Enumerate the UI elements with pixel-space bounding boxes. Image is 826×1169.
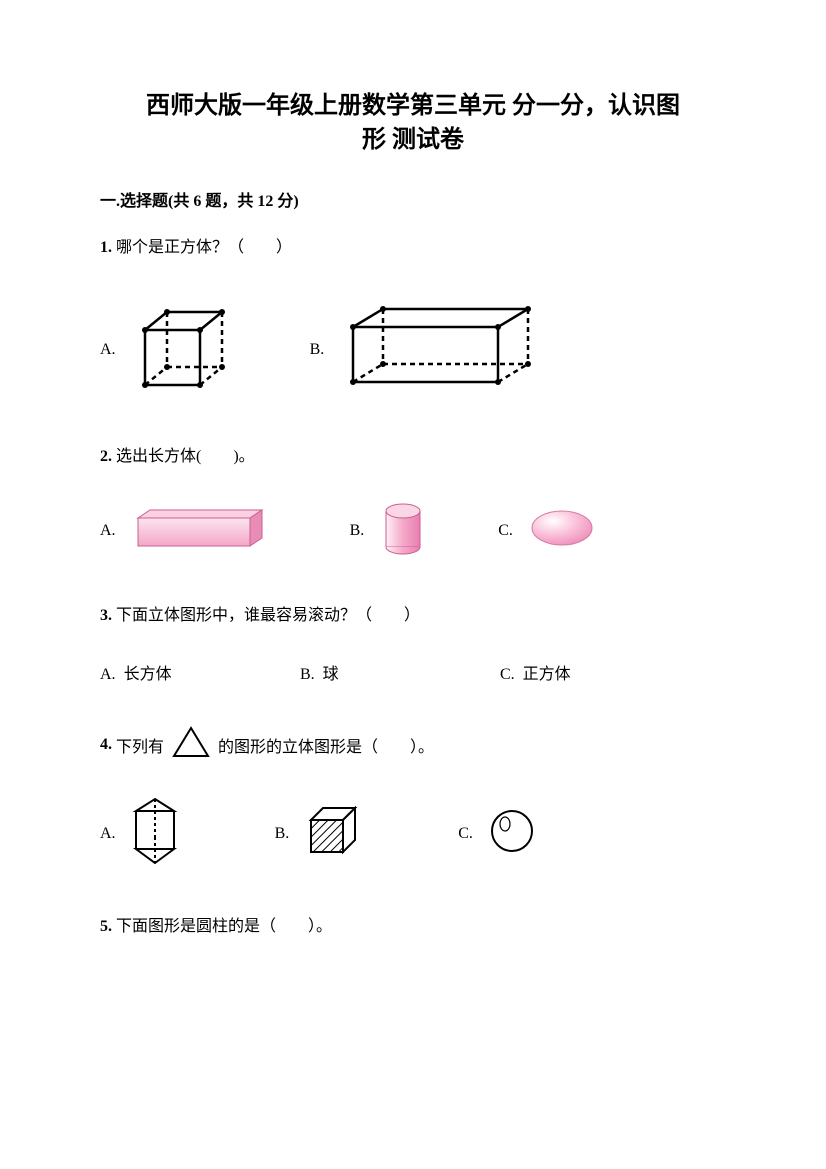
q2-opt-c-label: C. bbox=[498, 522, 513, 540]
q3-text: 3. 下面立体图形中，谁最容易滚动？（ ） bbox=[100, 601, 726, 625]
q1-opt-a-label: A. bbox=[100, 341, 116, 359]
question-4: 4. 下列有 的图形的立体图形是（ ）。 A. B. bbox=[100, 724, 726, 872]
q1-text: 1. 哪个是正方体？（ ） bbox=[100, 233, 726, 257]
q3-opt-b-label: B. bbox=[300, 666, 315, 683]
section-header-1: 一.选择题(共 6 题，共 12 分) bbox=[100, 187, 726, 211]
page-title: 西师大版一年级上册数学第三单元 分一分，认识图 形 测试卷 bbox=[100, 90, 726, 157]
sphere-icon bbox=[487, 806, 537, 861]
q4-opt-c-label: C. bbox=[458, 825, 473, 843]
q3-number: 3. bbox=[100, 607, 112, 624]
triangular-prism-icon bbox=[130, 795, 180, 872]
q5-text: 5. 下面图形是圆柱的是（ ）。 bbox=[100, 912, 726, 936]
q2-text: 2. 选出长方体( )。 bbox=[100, 442, 726, 466]
q4-stem-before: 下列有 bbox=[116, 733, 164, 757]
q2-stem: 选出长方体( )。 bbox=[116, 448, 255, 465]
q4-opt-b-label: B. bbox=[275, 825, 290, 843]
q3-opt-b-text: 球 bbox=[323, 666, 339, 683]
triangle-icon bbox=[170, 724, 212, 765]
pink-cuboid-icon bbox=[130, 506, 270, 556]
q4-number: 4. bbox=[100, 736, 112, 754]
q4-stem-after: 的图形的立体图形是（ ）。 bbox=[218, 733, 434, 757]
q3-opt-a-text: 长方体 bbox=[124, 666, 172, 683]
question-2: 2. 选出长方体( )。 A. B. bbox=[100, 442, 726, 561]
question-3: 3. 下面立体图形中，谁最容易滚动？（ ） A. 长方体 B. 球 C. 正方体 bbox=[100, 601, 726, 684]
q3-opt-a-label: A. bbox=[100, 666, 116, 683]
q3-stem: 下面立体图形中，谁最容易滚动？（ ） bbox=[116, 607, 420, 624]
q4-text: 4. 下列有 的图形的立体图形是（ ）。 bbox=[100, 724, 726, 765]
q5-number: 5. bbox=[100, 918, 112, 935]
question-1: 1. 哪个是正方体？（ ） A. bbox=[100, 233, 726, 402]
q2-opt-b-label: B. bbox=[350, 522, 365, 540]
q1-number: 1. bbox=[100, 239, 112, 256]
q2-number: 2. bbox=[100, 448, 112, 465]
hatched-cube-icon bbox=[303, 802, 363, 865]
q5-stem: 下面图形是圆柱的是（ ）。 bbox=[116, 918, 332, 935]
title-line-2: 形 测试卷 bbox=[100, 124, 726, 158]
q2-options: A. B. bbox=[100, 501, 726, 561]
cube-icon bbox=[130, 300, 230, 400]
question-5: 5. 下面图形是圆柱的是（ ）。 bbox=[100, 912, 726, 936]
q3-opt-c-label: C. bbox=[500, 666, 515, 683]
q2-opt-a-label: A. bbox=[100, 522, 116, 540]
pink-cylinder-icon bbox=[378, 501, 428, 561]
q1-options: A. bbox=[100, 297, 726, 402]
cuboid-icon bbox=[338, 297, 538, 402]
pink-ellipse-icon bbox=[527, 506, 597, 556]
q4-options: A. B. bbox=[100, 795, 726, 872]
title-line-1: 西师大版一年级上册数学第三单元 分一分，认识图 bbox=[100, 90, 726, 124]
q4-opt-a-label: A. bbox=[100, 825, 116, 843]
q1-stem: 哪个是正方体？（ ） bbox=[116, 239, 292, 256]
q3-options: A. 长方体 B. 球 C. 正方体 bbox=[100, 660, 726, 684]
q1-opt-b-label: B. bbox=[310, 341, 325, 359]
q3-opt-c-text: 正方体 bbox=[523, 666, 571, 683]
